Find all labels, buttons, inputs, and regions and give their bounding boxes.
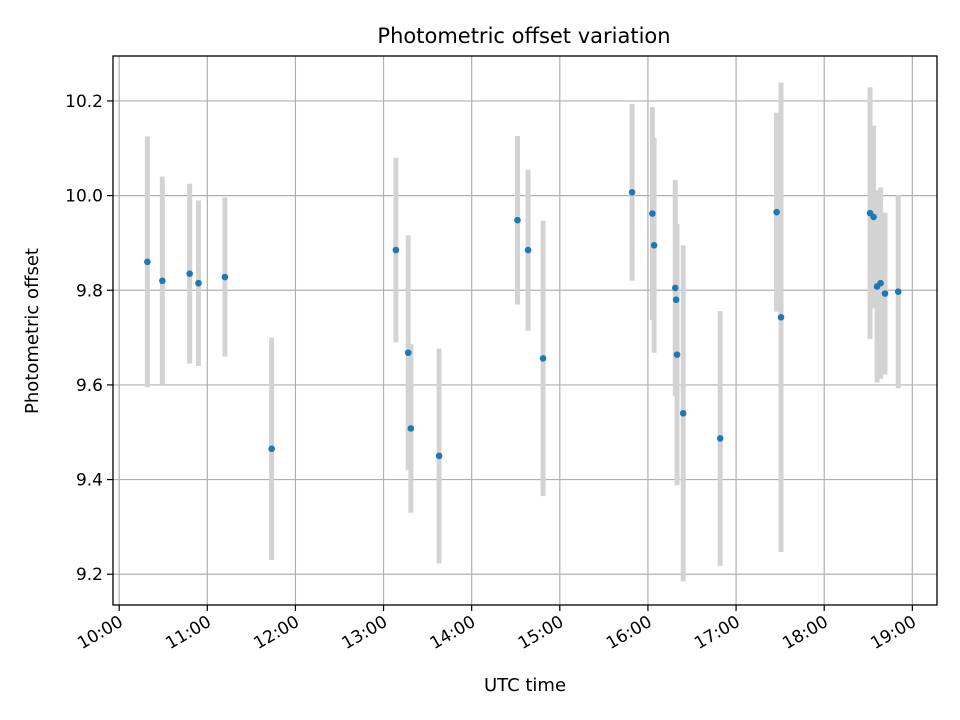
data-point	[881, 290, 889, 297]
y-axis-title: Photometric offset	[22, 248, 43, 414]
data-point	[144, 258, 151, 266]
data-point	[716, 435, 724, 442]
x-tick-label: 12:00	[250, 612, 302, 654]
data-point	[392, 246, 400, 254]
point-layer	[144, 189, 902, 460]
y-tick-label: 9.4	[76, 471, 103, 491]
y-tick-label: 9.8	[76, 281, 103, 301]
data-point	[407, 425, 415, 432]
y-tick-label: 9.2	[76, 565, 103, 585]
data-point	[539, 355, 547, 362]
y-tick-label: 10.2	[65, 92, 103, 112]
data-point	[672, 296, 680, 304]
y-tick-label: 10.0	[65, 187, 103, 207]
data-point	[649, 210, 656, 217]
data-point	[679, 410, 687, 417]
x-tick-label: 14:00	[427, 612, 479, 654]
data-point	[195, 279, 202, 287]
grid-layer	[113, 56, 937, 605]
data-point	[628, 189, 636, 196]
data-point	[673, 351, 681, 358]
data-point	[159, 277, 166, 285]
data-point	[671, 284, 679, 292]
tick-layer: 10:00 11:00 12:00 13:00 14:00 15:00 16:00 17:00…	[65, 92, 920, 654]
data-point	[777, 313, 785, 321]
x-tick-label: 17:00	[691, 612, 743, 654]
data-point	[773, 208, 780, 216]
x-tick-label: 15:00	[515, 612, 567, 654]
data-point	[870, 213, 877, 221]
x-tick-label: 13:00	[339, 612, 391, 654]
data-point	[268, 445, 275, 453]
data-point	[435, 452, 443, 460]
x-tick-label: 10:00	[74, 612, 126, 654]
data-point	[650, 242, 658, 249]
plot-frame	[112, 55, 938, 606]
errorbar-layer	[144, 82, 901, 582]
x-tick-label: 19:00	[867, 612, 919, 654]
data-point	[404, 349, 412, 357]
chart-title: Photometric offset variation	[377, 24, 670, 48]
x-tick-label: 18:00	[779, 612, 831, 654]
x-tick-label: 16:00	[603, 612, 655, 654]
x-tick-label: 11:00	[162, 612, 214, 654]
data-point	[894, 288, 902, 295]
data-point	[877, 279, 884, 287]
data-point	[524, 246, 532, 254]
data-point	[186, 270, 193, 278]
data-point	[221, 273, 229, 281]
data-point	[514, 216, 521, 224]
y-tick-label: 9.6	[76, 376, 103, 396]
x-axis-title: UTC time	[484, 675, 566, 696]
